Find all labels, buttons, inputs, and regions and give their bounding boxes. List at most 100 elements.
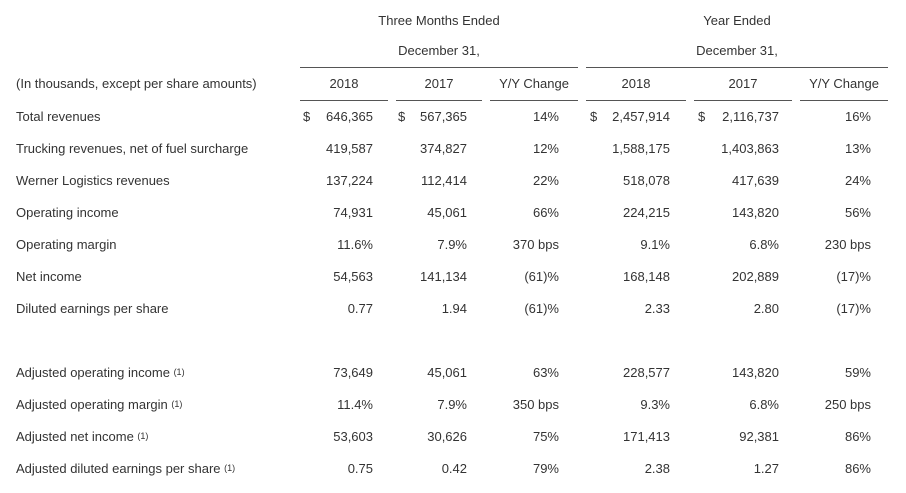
table-cell: 168,148	[623, 269, 670, 284]
column-header: 2017	[728, 76, 758, 91]
table-cell: 7.9%	[437, 397, 467, 412]
group-header-rule	[586, 67, 888, 68]
table-cell: 45,061	[427, 205, 467, 220]
row-label-text: Net income	[16, 269, 82, 284]
row-label: Operating income	[16, 205, 119, 220]
table-cell: 250 bps	[824, 397, 871, 412]
table-cell: 224,215	[623, 205, 670, 220]
row-label: Total revenues	[16, 109, 101, 124]
row-label: Adjusted net income (1)	[16, 429, 148, 444]
row-label-text: Werner Logistics revenues	[16, 173, 170, 188]
table-cell: 7.9%	[437, 237, 467, 252]
column-header-rule	[586, 100, 686, 101]
table-cell: 9.1%	[640, 237, 670, 252]
table-cell: 56%	[844, 205, 871, 220]
row-label: Adjusted operating margin (1)	[16, 397, 182, 412]
table-cell: 59%	[844, 365, 871, 380]
table-cell: 112,414	[420, 173, 467, 188]
table-cell: 2.33	[644, 301, 670, 316]
column-header: 2017	[424, 76, 454, 91]
group-header-rule	[300, 67, 578, 68]
table-cell: 202,889	[732, 269, 779, 284]
table-cell: 9.3%	[640, 397, 670, 412]
table-cell: 24%	[844, 173, 871, 188]
row-label: Diluted earnings per share	[16, 301, 168, 316]
table-cell: 6.8%	[749, 397, 779, 412]
table-cell: 6.8%	[749, 237, 779, 252]
table-cell: 228,577	[623, 365, 670, 380]
table-cell: 11.6%	[337, 237, 373, 252]
table-cell: 75%	[532, 429, 559, 444]
row-label-text: Diluted earnings per share	[16, 301, 169, 316]
table-cell: 45,061	[427, 365, 467, 380]
column-header-rule	[694, 100, 792, 101]
table-cell: 137,224	[326, 173, 373, 188]
table-cell: 2,116,737	[722, 109, 779, 124]
table-cell: 54,563	[333, 269, 373, 284]
column-header-rule	[396, 100, 482, 101]
table-cell: (61)%	[524, 269, 559, 284]
table-cell: (61)%	[524, 301, 559, 316]
table-cell: 518,078	[623, 173, 670, 188]
footnote-marker: (1)	[137, 431, 149, 441]
table-cell: 1.27	[753, 461, 779, 476]
footnote-marker: (1)	[224, 463, 236, 473]
table-cell: 350 bps	[512, 397, 559, 412]
table-cell: 14%	[532, 109, 559, 124]
table-cell: 30,626	[427, 429, 467, 444]
table-cell: 12%	[532, 141, 559, 156]
year-ended-date: December 31,	[696, 43, 778, 58]
table-cell: 16%	[844, 109, 871, 124]
row-label-text: Adjusted operating margin	[16, 397, 168, 412]
currency-symbol: $	[398, 109, 406, 124]
table-cell: 86%	[844, 429, 871, 444]
table-cell: 63%	[532, 365, 559, 380]
row-label-text: Trucking revenues, net of fuel surcharge	[16, 141, 249, 156]
row-label: Adjusted operating income (1)	[16, 365, 185, 380]
table-cell: 92,381	[739, 429, 779, 444]
row-label-text: Adjusted operating income	[16, 365, 170, 380]
table-cell: 11.4%	[337, 397, 373, 412]
column-header: 2018	[621, 76, 651, 91]
currency-symbol: $	[303, 109, 311, 124]
table-cell: 2.80	[753, 301, 779, 316]
table-cell: 374,827	[420, 141, 467, 156]
table-cell: 171,413	[623, 429, 670, 444]
table-cell: 417,639	[732, 173, 779, 188]
table-cell: 2,457,914	[612, 109, 670, 124]
table-cell: 419,587	[326, 141, 373, 156]
table-cell: 66%	[532, 205, 559, 220]
row-label: Trucking revenues, net of fuel surcharge	[16, 141, 248, 156]
table-cell: 0.77	[347, 301, 373, 316]
column-header: Y/Y Change	[499, 76, 569, 91]
year-ended-header: Year Ended	[703, 13, 771, 28]
table-cell: 22%	[532, 173, 559, 188]
column-header-rule	[300, 100, 388, 101]
table-cell: 370 bps	[512, 237, 559, 252]
unit-label: (In thousands, except per share amounts)	[16, 76, 257, 91]
row-label: Net income	[16, 269, 82, 284]
footnote-marker: (1)	[171, 399, 183, 409]
table-cell: 0.42	[441, 461, 467, 476]
column-header: 2018	[329, 76, 359, 91]
table-cell: 2.38	[644, 461, 670, 476]
three-months-header: Three Months Ended	[378, 13, 500, 28]
table-cell: (17)%	[836, 269, 871, 284]
table-cell: 73,649	[333, 365, 373, 380]
table-cell: 1,588,175	[612, 141, 670, 156]
row-label-text: Adjusted net income	[16, 429, 134, 444]
table-cell: 143,820	[732, 205, 779, 220]
row-label-text: Operating margin	[16, 237, 117, 252]
table-cell: 646,365	[326, 109, 373, 124]
table-cell: (17)%	[836, 301, 871, 316]
table-cell: 1,403,863	[721, 141, 779, 156]
column-header-rule	[800, 100, 888, 101]
table-cell: 1.94	[441, 301, 467, 316]
row-label: Werner Logistics revenues	[16, 173, 170, 188]
table-cell: 141,134	[420, 269, 467, 284]
row-label: Adjusted diluted earnings per share (1)	[16, 461, 235, 476]
footnote-marker: (1)	[173, 367, 185, 377]
table-cell: 79%	[532, 461, 559, 476]
table-cell: 74,931	[333, 205, 373, 220]
table-cell: 0.75	[347, 461, 373, 476]
